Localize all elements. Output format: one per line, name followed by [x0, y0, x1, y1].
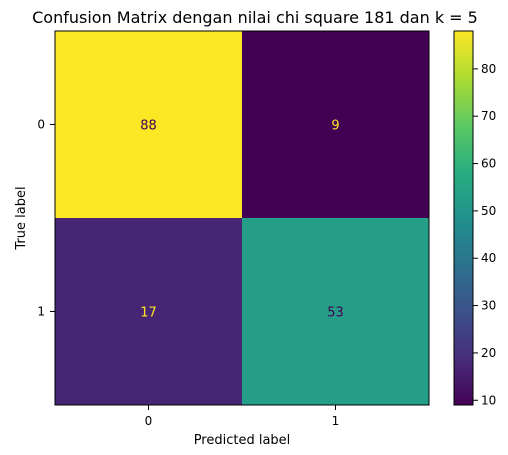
cell-value-label: 17	[140, 306, 157, 321]
colorbar-tick-label: 60	[481, 157, 496, 171]
heatmap-cell	[55, 31, 242, 218]
cell-value-label: 53	[327, 306, 344, 321]
heatmap-cell	[55, 218, 242, 405]
y-axis-label: True label	[14, 186, 29, 250]
colorbar	[453, 30, 474, 406]
colorbar-tick-label: 20	[481, 346, 496, 360]
heatmap-cell	[242, 218, 429, 405]
y-tick-label: 1	[37, 305, 45, 319]
plot-frame	[54, 30, 430, 406]
colorbar-ticks: 10 20 30 40 50 60 70 80	[473, 62, 496, 407]
colorbar-tick-label: 10	[481, 393, 496, 407]
y-tick-label: 0	[37, 118, 45, 132]
colorbar-tick-label: 50	[481, 204, 496, 218]
cell-value-label: 9	[331, 119, 339, 134]
colorbar-tick-label: 70	[481, 109, 496, 123]
y-axis-ticks: 01	[37, 118, 55, 319]
colorbar-tick-label: 80	[481, 62, 496, 76]
chart-title: Confusion Matrix dengan nilai chi square…	[32, 8, 478, 27]
x-tick-label: 1	[332, 414, 340, 428]
colorbar-tick-label: 40	[481, 251, 496, 265]
cell-value-label: 88	[140, 119, 157, 134]
heatmap-cells	[55, 31, 429, 405]
heatmap-cell	[242, 31, 429, 218]
x-axis-label: Predicted label	[194, 433, 291, 448]
colorbar-tick-label: 30	[481, 299, 496, 313]
cell-value-labels: 88 9 17 53	[140, 119, 344, 321]
x-tick-label: 0	[145, 414, 153, 428]
